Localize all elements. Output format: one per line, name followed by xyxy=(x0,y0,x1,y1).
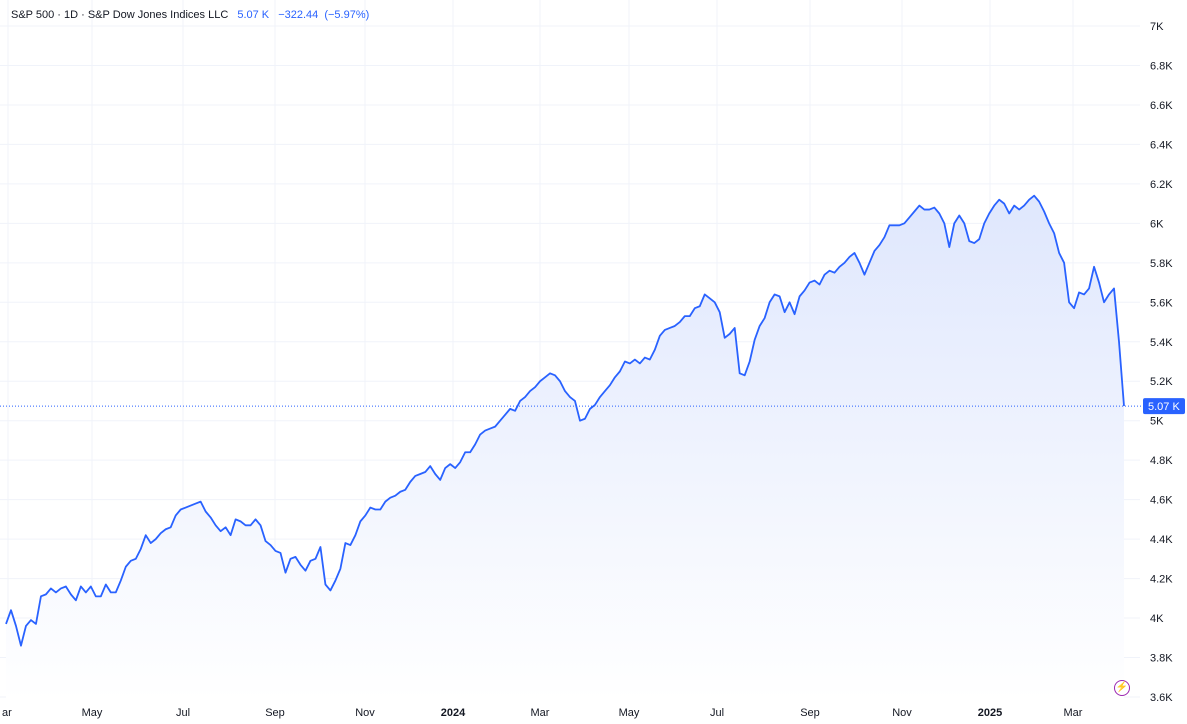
x-tick-label: May xyxy=(82,707,103,719)
price-change-pct: (−5.97%) xyxy=(324,9,370,21)
y-tick-label: 4.4K xyxy=(1150,534,1173,546)
y-tick-label: 5.8K xyxy=(1150,258,1173,270)
x-tick-label: Mar xyxy=(531,707,550,719)
y-axis[interactable]: 7K 6.8K 6.6K 6.4K 6.2K 6K 5.8K 5.6K 5.4K 5.2K 5K 4.… xyxy=(1150,21,1173,704)
series-line xyxy=(5,194,1125,647)
x-tick-label: Nov xyxy=(355,707,375,719)
x-tick-label: Sep xyxy=(265,707,285,719)
x-tick-label: 2024 xyxy=(441,707,466,719)
x-tick-label: 2025 xyxy=(978,707,1002,719)
y-tick-label: 4.6K xyxy=(1150,495,1173,507)
y-tick-label: 5K xyxy=(1150,416,1164,428)
x-tick-label: Nov xyxy=(892,707,912,719)
x-tick-label: Mar xyxy=(1064,707,1083,719)
y-tick-label: 3.6K xyxy=(1150,692,1173,704)
y-tick-label: 6.4K xyxy=(1150,139,1173,151)
symbol-line: S&P 500 · 1D · S&P Dow Jones Indices LLC xyxy=(11,9,229,21)
y-tick-label: 6.6K xyxy=(1150,100,1173,112)
y-tick-label: 4.8K xyxy=(1150,455,1173,467)
y-tick-label: 6.8K xyxy=(1150,60,1173,72)
price-change: −322.44 xyxy=(278,9,319,21)
lightning-icon[interactable]: ⚡ xyxy=(1114,680,1130,696)
y-tick-label: 4.2K xyxy=(1150,574,1173,586)
y-tick-label: 3.8K xyxy=(1150,653,1173,665)
last-price: 5.07 K xyxy=(237,9,270,21)
x-tick-label: May xyxy=(619,707,640,719)
x-axis[interactable]: ar May Jul Sep Nov 2024 Mar May Jul Sep Nov 2025 Mar xyxy=(2,707,1083,719)
y-tick-label: 5.2K xyxy=(1150,376,1173,388)
y-tick-label: 5.6K xyxy=(1150,297,1173,309)
x-tick-label: Sep xyxy=(800,707,820,719)
last-price-tag: 5.07 K xyxy=(1143,398,1185,415)
series-area xyxy=(6,195,1124,700)
legend: S&P 500 · 1D · S&P Dow Jones Indices LLC… xyxy=(11,7,369,23)
x-tick-label: Jul xyxy=(176,707,190,719)
y-tick-label: 7K xyxy=(1150,21,1164,33)
y-tick-label: 6K xyxy=(1150,218,1164,230)
x-tick-label: Jul xyxy=(710,707,724,719)
x-tick-label: ar xyxy=(2,707,12,719)
y-tick-label: 6.2K xyxy=(1150,179,1173,191)
y-tick-label: 4K xyxy=(1150,613,1164,625)
last-price-tag-text: 5.07 K xyxy=(1148,401,1180,413)
y-tick-label: 5.4K xyxy=(1150,337,1173,349)
